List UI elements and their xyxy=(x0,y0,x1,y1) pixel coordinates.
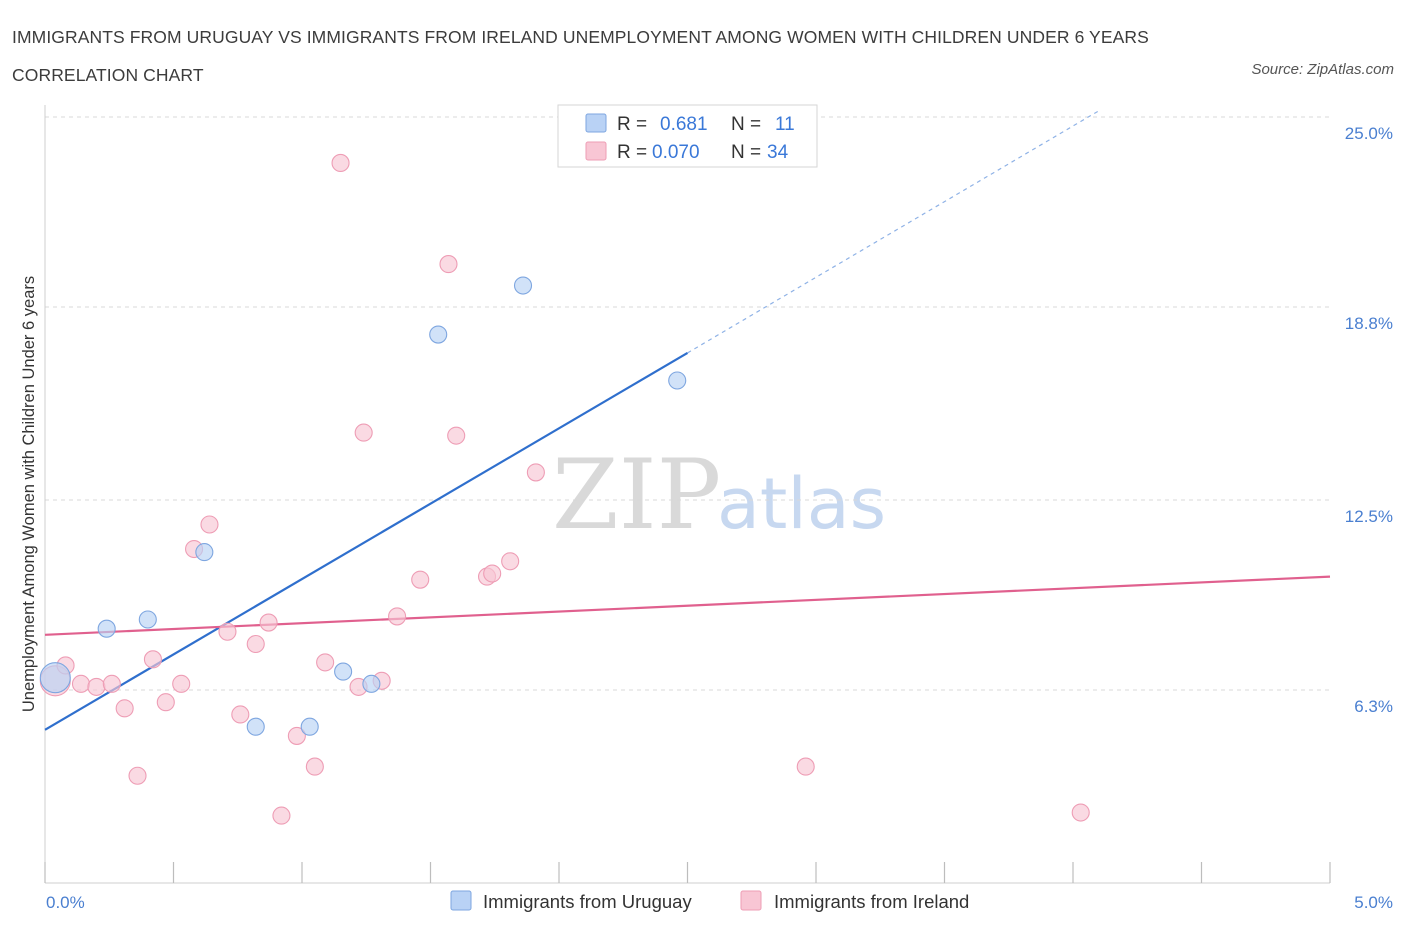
point-ireland-9 xyxy=(172,674,191,693)
stats-legend: R = 0.681 N = 11 R = 0.070 N = 34 xyxy=(557,104,818,168)
point-uruguay-0 xyxy=(39,662,71,694)
legend-n-value-uruguay: 11 xyxy=(775,114,795,135)
legend-swatch-uruguay xyxy=(585,113,607,133)
point-uruguay-2 xyxy=(138,610,157,629)
point-uruguay-3 xyxy=(195,543,214,562)
point-ireland-12 xyxy=(218,622,237,641)
point-uruguay-6 xyxy=(334,662,353,681)
point-uruguay-4 xyxy=(246,717,265,736)
legend-r-label-uruguay: R = xyxy=(617,114,647,135)
legend-n-value-ireland: 34 xyxy=(767,142,789,163)
y-axis-label: Unemployment Among Women with Children U… xyxy=(20,276,38,712)
point-ireland-31 xyxy=(526,463,545,482)
point-ireland-33 xyxy=(1071,803,1090,822)
bottom-legend-swatch-uruguay xyxy=(450,890,472,911)
legend-swatch-ireland xyxy=(585,141,607,161)
x-tick-label-1: 5.0% xyxy=(1354,893,1393,912)
point-ireland-2 xyxy=(71,674,91,693)
point-uruguay-8 xyxy=(429,325,448,344)
chart-title: IMMIGRANTS FROM URUGUAY VS IMMIGRANTS FR… xyxy=(12,27,1149,85)
point-ireland-14 xyxy=(246,634,265,654)
point-ireland-22 xyxy=(354,423,373,442)
point-ireland-24 xyxy=(388,607,407,626)
point-ireland-26 xyxy=(439,255,458,274)
watermark-zip: ZIP xyxy=(552,439,721,551)
point-ireland-11 xyxy=(200,515,219,534)
point-ireland-25 xyxy=(411,570,430,589)
point-ireland-19 xyxy=(316,653,335,672)
bottom-legend-swatch-ireland xyxy=(740,890,762,911)
bottom-legend-label-ireland: Immigrants from Ireland xyxy=(774,891,969,912)
source-credit: Source: ZipAtlas.com xyxy=(1251,61,1394,78)
y-tick-labels: 6.3% 12.5% 18.8% 25.0% xyxy=(1345,124,1393,716)
point-ireland-32 xyxy=(796,757,815,776)
x-tick-label-0: 0.0% xyxy=(46,893,85,912)
point-ireland-5 xyxy=(115,699,134,718)
point-uruguay-7 xyxy=(362,674,381,693)
data-points xyxy=(39,153,1090,825)
legend-n-label-uruguay: N = xyxy=(731,114,761,135)
point-ireland-27 xyxy=(447,426,466,445)
point-ireland-29 xyxy=(483,564,502,583)
bottom-legend-label-uruguay: Immigrants from Uruguay xyxy=(483,891,692,912)
point-ireland-16 xyxy=(272,806,291,825)
point-ireland-7 xyxy=(143,650,162,669)
legend-n-label-ireland: N = xyxy=(731,142,761,163)
point-ireland-15 xyxy=(259,613,278,632)
legend-r-value-uruguay: 0.681 xyxy=(660,114,708,135)
point-ireland-3 xyxy=(87,677,106,696)
gridlines xyxy=(45,116,1330,691)
y-tick-label-1: 12.5% xyxy=(1345,507,1393,526)
point-uruguay-5 xyxy=(300,717,319,736)
point-ireland-18 xyxy=(305,757,324,776)
x-tick-labels: 0.0% 5.0% xyxy=(46,893,1393,912)
y-tick-label-2: 18.8% xyxy=(1345,314,1393,333)
trend-line-ireland xyxy=(44,575,1331,636)
point-ireland-20 xyxy=(331,153,350,173)
y-tick-label-3: 25.0% xyxy=(1345,124,1393,143)
legend-r-value-ireland: 0.070 xyxy=(652,142,700,163)
point-uruguay-10 xyxy=(668,371,687,390)
point-ireland-17 xyxy=(287,726,306,745)
point-uruguay-9 xyxy=(513,276,533,295)
point-uruguay-1 xyxy=(97,619,116,638)
point-ireland-8 xyxy=(156,693,175,712)
trend-lines xyxy=(44,110,1331,731)
legend-r-label-ireland: R = xyxy=(617,142,647,163)
axes xyxy=(44,105,1331,884)
series-legend: Immigrants from Uruguay Immigrants from … xyxy=(450,890,969,912)
watermark-atlas: atlas xyxy=(717,463,886,545)
y-tick-label-0: 6.3% xyxy=(1354,697,1393,716)
point-ireland-4 xyxy=(102,674,121,693)
point-ireland-30 xyxy=(501,552,520,571)
point-ireland-6 xyxy=(128,766,147,785)
point-ireland-13 xyxy=(231,705,250,724)
